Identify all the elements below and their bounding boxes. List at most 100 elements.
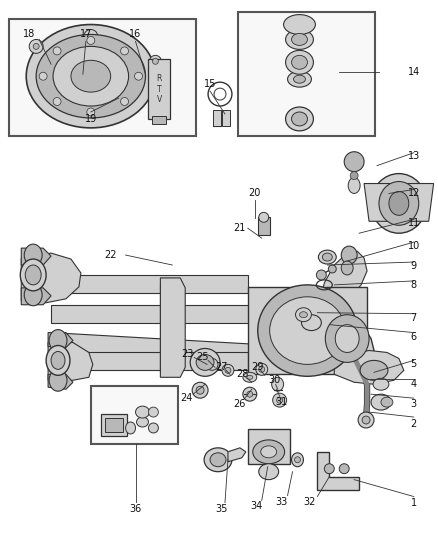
Polygon shape <box>48 333 73 348</box>
Ellipse shape <box>328 265 336 273</box>
Text: 31: 31 <box>275 397 287 407</box>
Ellipse shape <box>370 394 390 410</box>
Ellipse shape <box>291 34 307 45</box>
Text: 10: 10 <box>407 241 419 251</box>
Ellipse shape <box>136 417 148 427</box>
Ellipse shape <box>343 152 363 172</box>
Text: 13: 13 <box>407 151 419 161</box>
Text: 8: 8 <box>410 280 416 290</box>
Ellipse shape <box>285 29 313 50</box>
Ellipse shape <box>291 112 307 126</box>
Ellipse shape <box>340 246 356 264</box>
Text: 5: 5 <box>410 359 416 369</box>
Polygon shape <box>160 285 178 373</box>
Text: 4: 4 <box>410 379 416 389</box>
Polygon shape <box>21 253 81 303</box>
Text: 17: 17 <box>79 29 92 39</box>
Polygon shape <box>227 448 245 462</box>
Ellipse shape <box>87 108 95 116</box>
Ellipse shape <box>29 39 43 53</box>
Text: 33: 33 <box>275 497 287 506</box>
Bar <box>101 414 126 436</box>
Text: 12: 12 <box>406 189 419 198</box>
Ellipse shape <box>325 314 368 362</box>
Ellipse shape <box>246 391 252 397</box>
Polygon shape <box>21 248 51 265</box>
Ellipse shape <box>33 43 39 50</box>
Text: 14: 14 <box>407 67 419 77</box>
Ellipse shape <box>222 365 233 376</box>
Ellipse shape <box>269 297 344 365</box>
Ellipse shape <box>255 364 267 375</box>
Ellipse shape <box>148 407 158 417</box>
Ellipse shape <box>26 25 155 128</box>
Ellipse shape <box>295 308 311 321</box>
Text: 9: 9 <box>410 261 416 271</box>
Polygon shape <box>318 318 373 360</box>
Ellipse shape <box>260 446 276 458</box>
Polygon shape <box>160 278 185 377</box>
Text: R
T
V: R T V <box>156 74 162 104</box>
Ellipse shape <box>299 312 307 318</box>
Polygon shape <box>51 333 328 370</box>
Text: 32: 32 <box>303 497 315 506</box>
Polygon shape <box>51 305 299 322</box>
Polygon shape <box>48 374 73 389</box>
Ellipse shape <box>258 464 278 480</box>
Text: 20: 20 <box>248 189 260 198</box>
Ellipse shape <box>252 440 284 464</box>
Ellipse shape <box>350 172 357 180</box>
Ellipse shape <box>324 464 333 474</box>
Ellipse shape <box>285 107 313 131</box>
Ellipse shape <box>120 98 128 106</box>
Ellipse shape <box>53 47 61 55</box>
Ellipse shape <box>293 75 305 83</box>
Text: 19: 19 <box>85 114 97 124</box>
Bar <box>247 429 289 464</box>
Ellipse shape <box>36 35 145 118</box>
Polygon shape <box>69 275 247 293</box>
Bar <box>148 59 170 119</box>
Text: 34: 34 <box>250 502 262 512</box>
Bar <box>247 287 366 374</box>
Text: 22: 22 <box>104 250 117 260</box>
Bar <box>9 19 196 136</box>
Ellipse shape <box>301 314 321 330</box>
Ellipse shape <box>24 244 42 266</box>
Text: 11: 11 <box>407 219 419 228</box>
Bar <box>237 12 374 136</box>
Polygon shape <box>48 343 92 380</box>
Text: 29: 29 <box>251 362 263 373</box>
Ellipse shape <box>51 351 65 369</box>
Text: 18: 18 <box>23 29 35 39</box>
Ellipse shape <box>20 259 46 291</box>
Ellipse shape <box>287 71 311 87</box>
Bar <box>152 116 166 124</box>
Text: 15: 15 <box>203 79 216 89</box>
Ellipse shape <box>291 55 307 69</box>
Ellipse shape <box>49 369 67 391</box>
Bar <box>212 110 220 126</box>
Ellipse shape <box>258 366 264 373</box>
Ellipse shape <box>316 270 325 280</box>
Polygon shape <box>363 183 433 221</box>
Ellipse shape <box>378 182 418 225</box>
Ellipse shape <box>205 358 218 370</box>
Ellipse shape <box>134 72 142 80</box>
Ellipse shape <box>148 423 158 433</box>
Ellipse shape <box>321 253 332 261</box>
Text: 30: 30 <box>268 375 280 385</box>
Text: 7: 7 <box>410 313 416 322</box>
Polygon shape <box>21 288 51 305</box>
Text: 21: 21 <box>233 223 245 233</box>
Text: 36: 36 <box>129 504 141 514</box>
Ellipse shape <box>152 58 158 64</box>
Ellipse shape <box>347 177 359 193</box>
Polygon shape <box>86 352 247 370</box>
Text: 16: 16 <box>129 29 141 39</box>
Ellipse shape <box>339 464 348 474</box>
Text: 26: 26 <box>233 399 245 409</box>
Ellipse shape <box>39 72 47 80</box>
Text: 35: 35 <box>215 504 228 514</box>
Ellipse shape <box>196 386 204 394</box>
